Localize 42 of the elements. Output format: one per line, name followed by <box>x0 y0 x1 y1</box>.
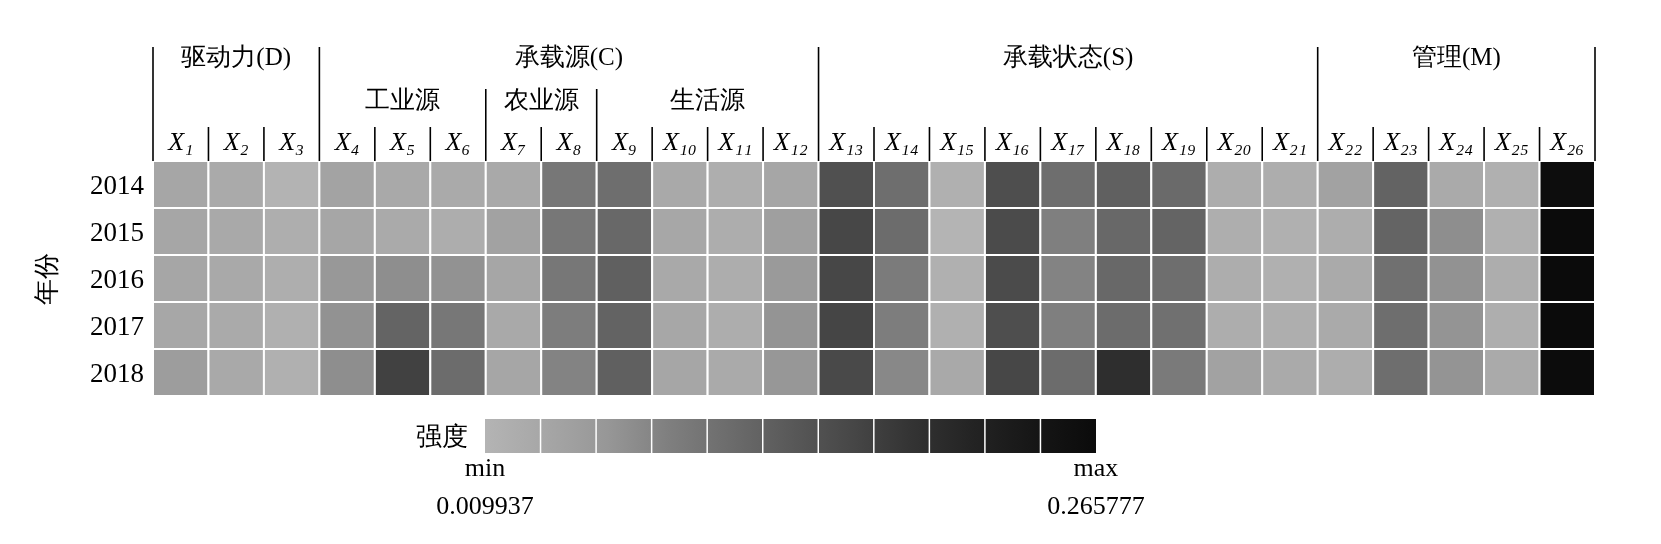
color-bar-label: max 0.265777 <box>1047 452 1145 520</box>
x-tick-label: X₅ <box>389 126 416 156</box>
text: 驱动力(D) <box>181 42 292 71</box>
text: 工业源 <box>365 85 441 113</box>
x-tick-label: X₂₄ <box>1438 126 1474 156</box>
text: 管理(M) <box>1411 42 1501 71</box>
x-tick-label: X₂₁ <box>1271 126 1307 156</box>
x-tick-label: X₁ <box>167 126 194 156</box>
x-tick-label: X₁₃ <box>828 126 864 156</box>
y-tick-label: 2018 <box>90 357 144 388</box>
x-tick-label: X₁₁ <box>717 126 753 156</box>
x-tick-label: X₁₇ <box>1050 126 1086 156</box>
y-tick-label: 2015 <box>90 216 144 247</box>
x-tick-label: X₂₀ <box>1216 126 1252 156</box>
x-tick-label: X₂₆ <box>1549 126 1585 156</box>
x-tick-label: X₂₂ <box>1327 126 1363 156</box>
x-tick-label: X₃ <box>278 126 305 156</box>
x-tick-label: X₁₈ <box>1105 126 1141 156</box>
x-tick-label: X₇ <box>500 126 526 156</box>
text: 生活源 <box>670 85 746 113</box>
color-bar-label: min 0.009937 <box>436 452 534 520</box>
x-tick-label: X₂ <box>222 126 249 156</box>
x-tick-label: X₈ <box>555 126 582 156</box>
x-tick-label: X₁₅ <box>939 126 975 156</box>
x-tick-label: X₁₄ <box>883 126 919 156</box>
x-tick-label: X₁₆ <box>994 126 1030 156</box>
x-tick-label: X₂₃ <box>1382 126 1418 156</box>
x-tick-label: X₄ <box>333 126 360 156</box>
x-tick-label: X₆ <box>444 126 471 156</box>
x-tick-label: X₉ <box>610 126 637 156</box>
x-tick-label: X₁₂ <box>772 126 808 156</box>
color-bar-title: 强度 <box>416 421 468 451</box>
y-tick-label: 2016 <box>90 263 144 294</box>
text: 承载源(C) <box>514 42 624 71</box>
x-tick-label: X₁₀ <box>661 126 697 156</box>
y-axis-title: 年份 <box>31 252 61 305</box>
x-tick-label: X₁₉ <box>1161 126 1197 156</box>
y-tick-label: 2017 <box>90 310 144 341</box>
text: 承载状态(S) <box>1002 42 1134 71</box>
x-tick-label: X₂₅ <box>1493 126 1529 156</box>
y-tick-label: 2014 <box>90 169 145 200</box>
text: 农业源 <box>503 85 579 113</box>
